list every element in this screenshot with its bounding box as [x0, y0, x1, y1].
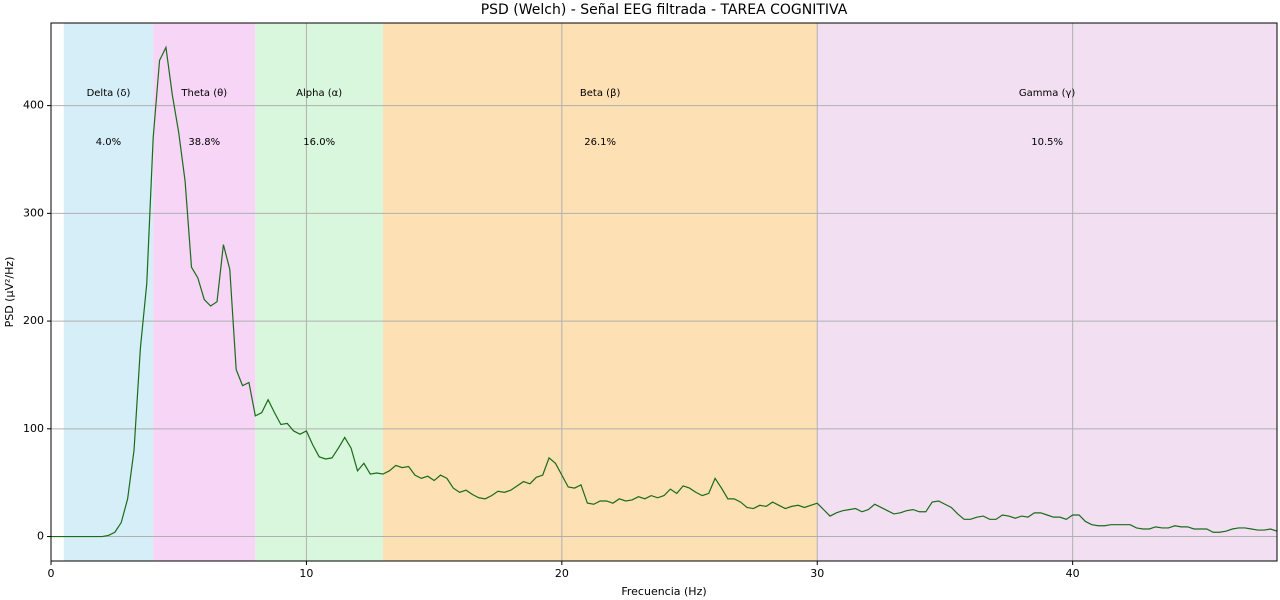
band: [817, 23, 1277, 561]
band-name: Beta (β): [580, 88, 621, 99]
y-axis-label: PSD (µV²/Hz): [3, 257, 16, 328]
x-tick-label: 40: [1066, 567, 1080, 580]
band-percent: 16.0%: [303, 137, 335, 148]
plot-frame: [50, 22, 1278, 562]
band-percent: 4.0%: [96, 137, 121, 148]
band-name: Delta (δ): [87, 88, 131, 99]
band: [255, 23, 384, 561]
band-percent: 38.8%: [188, 137, 220, 148]
x-tick-label: 30: [810, 567, 824, 580]
band-name: Alpha (α): [296, 88, 342, 99]
band-percent: 26.1%: [584, 137, 616, 148]
y-tick-label: 0: [37, 530, 44, 543]
y-tick-label: 400: [23, 99, 44, 112]
y-tick-label: 200: [23, 314, 44, 327]
chart-title: PSD (Welch) - Señal EEG filtrada - TAREA…: [481, 2, 848, 18]
x-tick-label: 0: [48, 567, 55, 580]
x-tick-label: 10: [299, 567, 313, 580]
band: [153, 23, 256, 561]
band: [383, 23, 818, 561]
band-percent: 10.5%: [1031, 137, 1063, 148]
x-axis-label: Frecuencia (Hz): [621, 585, 706, 598]
x-tick-label: 20: [555, 567, 569, 580]
band: [63, 23, 154, 561]
band-name: Theta (θ): [180, 88, 227, 99]
band-name: Gamma (γ): [1019, 88, 1075, 99]
psd-line: [51, 45, 1278, 538]
y-tick-label: 300: [23, 206, 44, 219]
y-tick-label: 100: [23, 422, 44, 435]
